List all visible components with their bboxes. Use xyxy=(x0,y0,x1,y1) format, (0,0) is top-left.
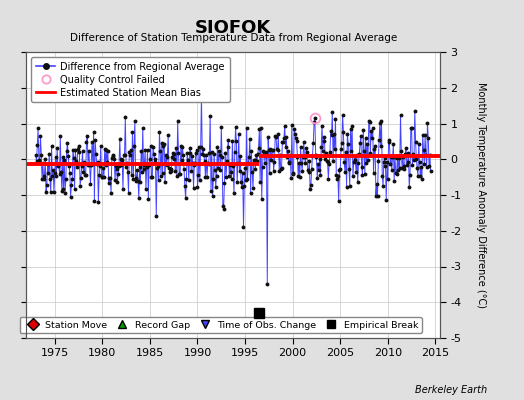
Legend: Station Move, Record Gap, Time of Obs. Change, Empirical Break: Station Move, Record Gap, Time of Obs. C… xyxy=(19,317,422,333)
Text: Berkeley Earth: Berkeley Earth xyxy=(415,385,487,395)
Title: SIOFOK: SIOFOK xyxy=(195,18,271,36)
Y-axis label: Monthly Temperature Anomaly Difference (°C): Monthly Temperature Anomaly Difference (… xyxy=(476,82,486,308)
Text: Difference of Station Temperature Data from Regional Average: Difference of Station Temperature Data f… xyxy=(70,34,397,44)
